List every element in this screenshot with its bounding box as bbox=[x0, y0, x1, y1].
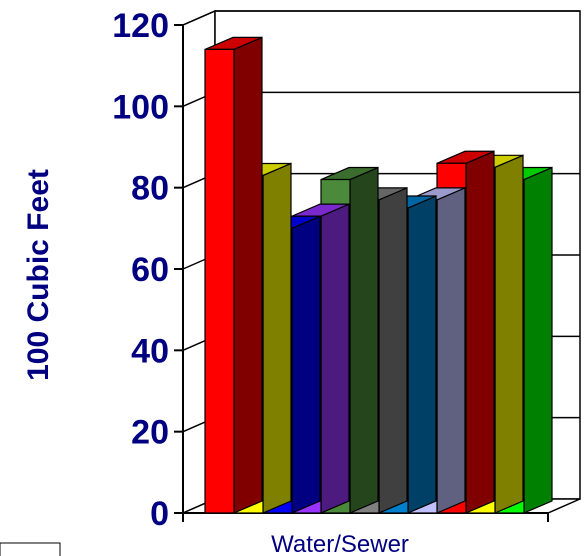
y-tick-label: 80 bbox=[131, 170, 169, 208]
bar-side bbox=[436, 186, 466, 514]
x-category-label: Water/Sewer bbox=[271, 531, 409, 556]
bar-side bbox=[262, 162, 292, 514]
bar-side bbox=[378, 186, 408, 514]
bar-side bbox=[407, 195, 437, 514]
bar bbox=[204, 36, 263, 514]
y-axis-label: 100 Cubic Feet bbox=[22, 169, 55, 381]
bar-front bbox=[204, 48, 235, 514]
y-tick-label: 20 bbox=[131, 414, 169, 452]
y-tick-labels: 0 20 40 60 80 100 120 bbox=[112, 7, 169, 533]
y-tick-label: 120 bbox=[112, 7, 169, 45]
gridline-side bbox=[182, 10, 216, 26]
legend-box-fragment bbox=[0, 542, 61, 556]
bar-side bbox=[233, 36, 263, 514]
y-tick-label: 40 bbox=[131, 332, 169, 370]
bars bbox=[204, 36, 553, 514]
y-tick-label: 100 bbox=[112, 88, 169, 126]
bar-side bbox=[523, 166, 553, 514]
bar-side bbox=[349, 166, 379, 514]
y-tick-label: 0 bbox=[150, 495, 169, 533]
y-tick-label: 60 bbox=[131, 251, 169, 289]
bar-side bbox=[320, 203, 350, 514]
bar-side bbox=[494, 154, 524, 514]
bar-side bbox=[465, 150, 495, 514]
bar-side bbox=[291, 215, 321, 514]
